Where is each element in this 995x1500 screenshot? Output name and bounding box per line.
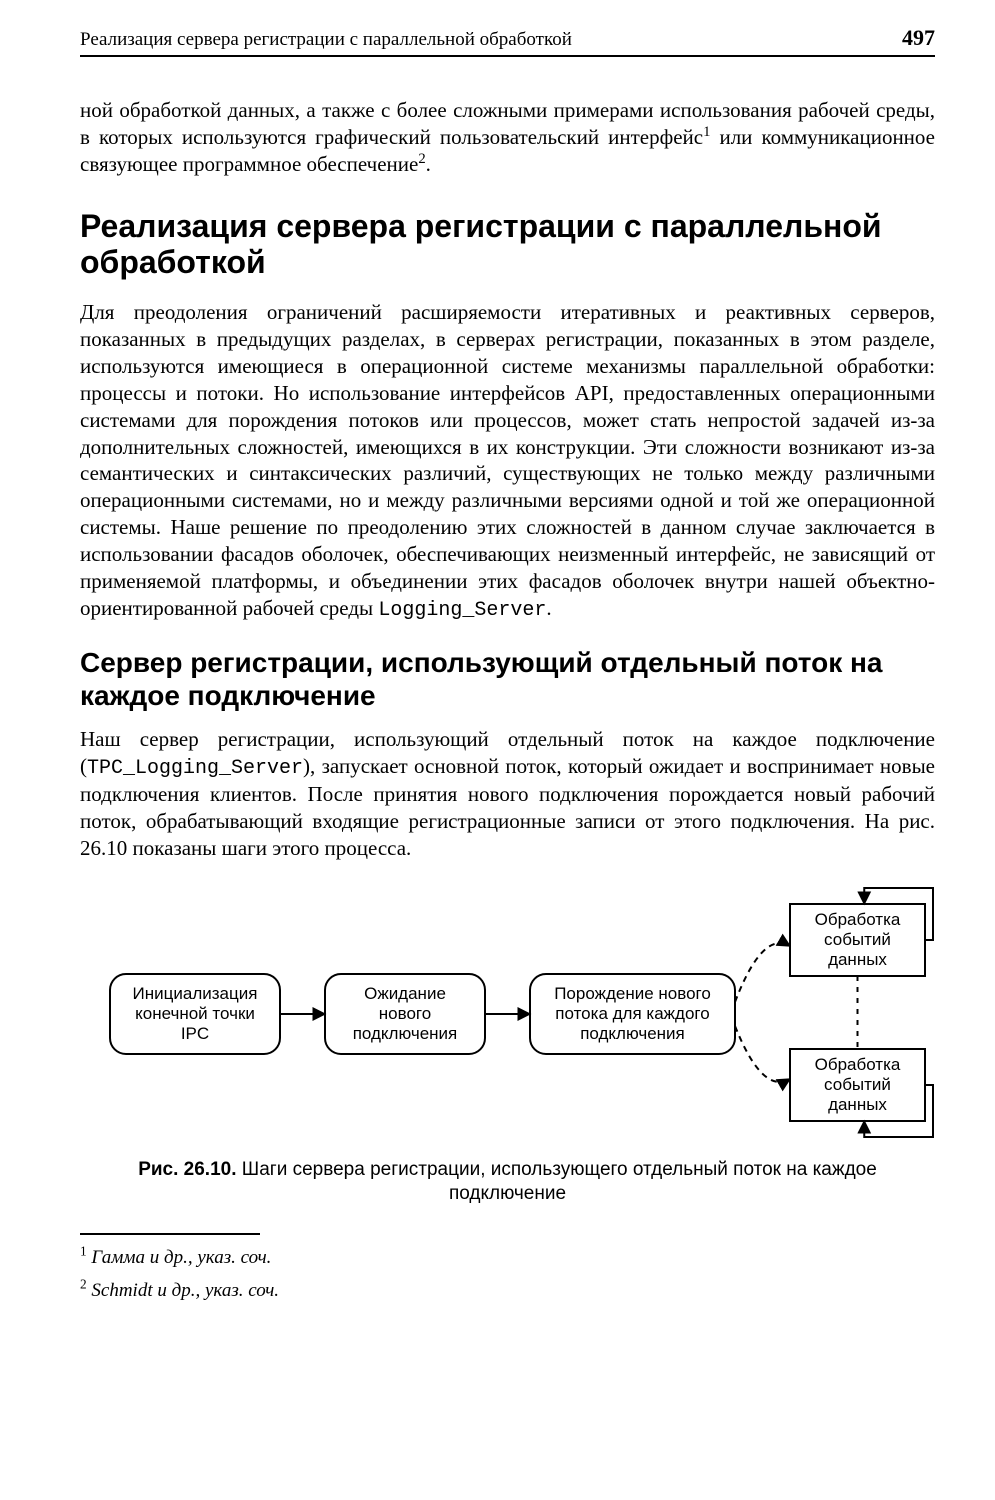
intro-text-3: . — [426, 152, 431, 176]
svg-text:данных: данных — [828, 1095, 887, 1114]
section-heading-2: Сервер регистрации, использующий отдельн… — [80, 647, 935, 711]
svg-text:данных: данных — [828, 950, 887, 969]
para2-text-1: Для преодоления ограничений расширяемост… — [80, 300, 935, 620]
figure-26-10: Инициализацияконечной точкиIPC Ожиданиено… — [80, 884, 935, 1144]
svg-text:Порождение нового: Порождение нового — [554, 984, 711, 1003]
footnote-2: 2 Schmidt и др., указ. соч. — [80, 1278, 935, 1305]
running-title: Реализация сервера регистрации с паралле… — [80, 29, 572, 51]
footnote-2-text: Schmidt и др., указ. соч. — [87, 1280, 279, 1301]
footnote-2-num: 2 — [80, 1277, 87, 1292]
footnote-1-text: Гамма и др., указ. соч. — [87, 1247, 272, 1268]
flowchart-svg: Инициализацияконечной точкиIPC Ожиданиено… — [80, 884, 935, 1144]
svg-text:Инициализация: Инициализация — [133, 984, 258, 1003]
paragraph-3: Наш сервер регистрации, использующий отд… — [80, 726, 935, 862]
page-number: 497 — [902, 25, 935, 51]
svg-text:событий: событий — [824, 1075, 891, 1094]
svg-text:подключения: подключения — [580, 1024, 685, 1043]
svg-text:IPC: IPC — [181, 1024, 209, 1043]
para2-text-2: . — [546, 596, 551, 620]
figure-caption-text: Шаги сервера регистрации, использующего … — [237, 1159, 877, 1204]
section-heading-1: Реализация сервера регистрации с паралле… — [80, 208, 935, 282]
svg-text:Обработка: Обработка — [815, 1055, 901, 1074]
footnote-1-num: 1 — [80, 1244, 87, 1259]
svg-text:событий: событий — [824, 930, 891, 949]
footnote-separator — [80, 1233, 260, 1235]
para2-code: Logging_Server — [378, 599, 546, 622]
svg-text:нового: нового — [379, 1004, 431, 1023]
svg-text:подключения: подключения — [353, 1024, 458, 1043]
footnote-1: 1 Гамма и др., указ. соч. — [80, 1245, 935, 1272]
svg-text:Ожидание: Ожидание — [364, 984, 446, 1003]
figure-caption-label: Рис. 26.10. — [138, 1159, 236, 1180]
figure-caption: Рис. 26.10. Шаги сервера регистрации, ис… — [120, 1158, 895, 1206]
intro-paragraph: ной обработкой данных, а также с более с… — [80, 97, 935, 178]
paragraph-2: Для преодоления ограничений расширяемост… — [80, 299, 935, 623]
svg-text:конечной точки: конечной точки — [135, 1004, 255, 1023]
svg-text:Обработка: Обработка — [815, 910, 901, 929]
running-header: Реализация сервера регистрации с паралле… — [80, 25, 935, 57]
para3-code: TPC_Logging_Server — [87, 757, 303, 780]
svg-text:потока для каждого: потока для каждого — [555, 1004, 709, 1023]
footnote-ref-2: 2 — [418, 151, 425, 167]
